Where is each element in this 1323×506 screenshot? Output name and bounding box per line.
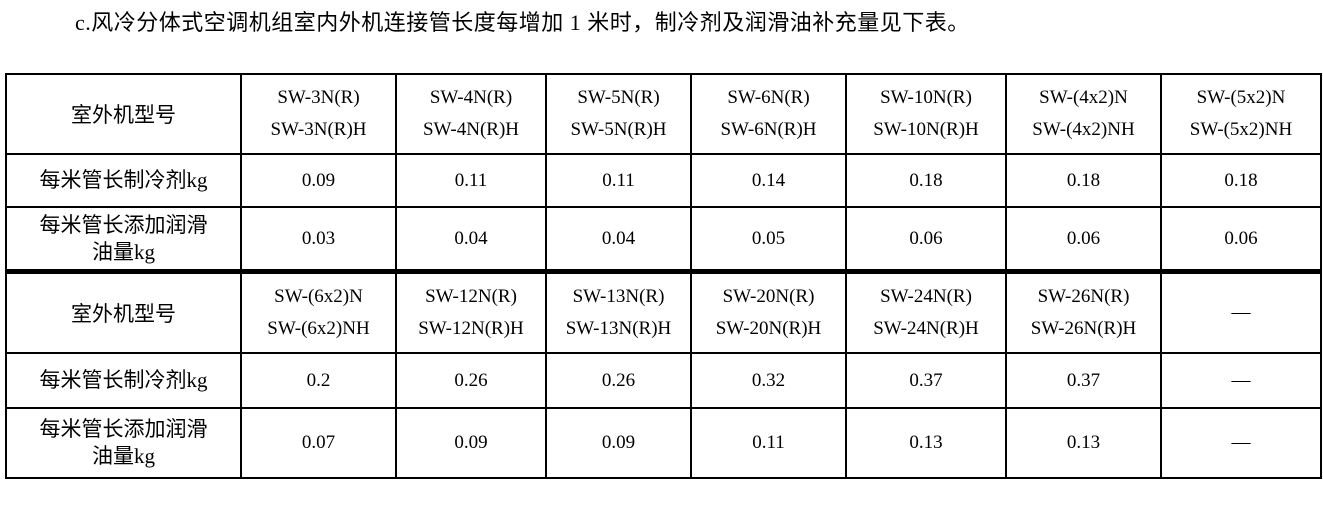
model-line: SW-5N(R)H xyxy=(570,119,667,140)
model-cell: SW-4N(R) SW-4N(R)H xyxy=(395,73,547,155)
model-cell: SW-24N(R) SW-24N(R)H xyxy=(845,270,1007,354)
table-row-refrigerant-1: 每米管长制冷剂kg 0.09 0.11 0.11 0.14 0.18 0.18 … xyxy=(5,153,1322,208)
model-cell: SW-5N(R) SW-5N(R)H xyxy=(545,73,692,155)
value-cell: 0.06 xyxy=(1005,206,1162,274)
value-cell: 0.37 xyxy=(1005,352,1162,409)
table-row-header-2: 室外机型号 SW-(6x2)N SW-(6x2)NH SW-12N(R) SW-… xyxy=(5,270,1322,354)
model-cell: SW-20N(R) SW-20N(R)H xyxy=(690,270,847,354)
model-line: SW-6N(R)H xyxy=(720,119,817,140)
value-cell: 0.18 xyxy=(845,153,1007,208)
model-cell: SW-13N(R) SW-13N(R)H xyxy=(545,270,692,354)
value-cell: 0.32 xyxy=(690,352,847,409)
refrigerant-oil-supplement-table: 室外机型号 SW-3N(R) SW-3N(R)H SW-4N(R) SW-4N(… xyxy=(5,73,1322,479)
model-line: SW-6N(R) xyxy=(727,87,810,108)
document-page: c.风冷分体式空调机组室内外机连接管长度每增加 1 米时，制冷剂及润滑油补充量见… xyxy=(0,8,1323,479)
row-header-refrigerant: 每米管长制冷剂kg xyxy=(5,352,242,409)
model-cell: SW-26N(R) SW-26N(R)H xyxy=(1005,270,1162,354)
model-line: SW-(5x2)NH xyxy=(1189,119,1293,140)
model-line: SW-13N(R)H xyxy=(565,318,672,339)
value-cell: 0.04 xyxy=(545,206,692,274)
model-line: SW-(4x2)N xyxy=(1039,87,1128,108)
table-row-oil-1: 每米管长添加润滑油量kg 0.03 0.04 0.04 0.05 0.06 0.… xyxy=(5,206,1322,274)
value-cell: 0.07 xyxy=(240,407,397,479)
model-line: SW-10N(R)H xyxy=(873,119,979,140)
value-cell: 0.18 xyxy=(1005,153,1162,208)
value-cell: 0.11 xyxy=(690,407,847,479)
model-line: SW-4N(R)H xyxy=(422,119,520,140)
model-line: SW-3N(R)H xyxy=(270,119,367,140)
model-cell-empty: — xyxy=(1160,270,1322,354)
model-cell: SW-(4x2)N SW-(4x2)NH xyxy=(1005,73,1162,155)
model-cell: SW-12N(R) SW-12N(R)H xyxy=(395,270,547,354)
value-cell: 0.09 xyxy=(545,407,692,479)
table-row-oil-2: 每米管长添加润滑油量kg 0.07 0.09 0.09 0.11 0.13 0.… xyxy=(5,407,1322,479)
value-cell: 0.11 xyxy=(395,153,547,208)
value-cell: 0.2 xyxy=(240,352,397,409)
model-line: SW-(6x2)N xyxy=(274,286,363,307)
row-header-outdoor-model: 室外机型号 xyxy=(5,73,242,155)
model-cell: SW-3N(R) SW-3N(R)H xyxy=(240,73,397,155)
model-line: SW-26N(R)H xyxy=(1030,318,1137,339)
model-line: SW-20N(R)H xyxy=(715,318,822,339)
value-cell: 0.03 xyxy=(240,206,397,274)
model-cell: SW-(6x2)N SW-(6x2)NH xyxy=(240,270,397,354)
value-cell: 0.09 xyxy=(395,407,547,479)
row-header-oil: 每米管长添加润滑油量kg xyxy=(5,407,242,479)
value-cell: 0.14 xyxy=(690,153,847,208)
table-row-refrigerant-2: 每米管长制冷剂kg 0.2 0.26 0.26 0.32 0.37 0.37 — xyxy=(5,352,1322,409)
value-cell: 0.13 xyxy=(1005,407,1162,479)
table-row-header-1: 室外机型号 SW-3N(R) SW-3N(R)H SW-4N(R) SW-4N(… xyxy=(5,73,1322,155)
model-cell: SW-(5x2)N SW-(5x2)NH xyxy=(1160,73,1322,155)
value-cell: 0.11 xyxy=(545,153,692,208)
model-line: — xyxy=(1231,302,1251,323)
caption-text: c.风冷分体式空调机组室内外机连接管长度每增加 1 米时，制冷剂及润滑油补充量见… xyxy=(75,10,970,35)
value-cell: 0.26 xyxy=(545,352,692,409)
model-line: SW-26N(R) xyxy=(1037,286,1130,307)
model-line: SW-(4x2)NH xyxy=(1032,119,1135,140)
value-cell: 0.04 xyxy=(395,206,547,274)
value-cell: 0.06 xyxy=(845,206,1007,274)
value-cell: 0.37 xyxy=(845,352,1007,409)
value-cell: — xyxy=(1160,352,1322,409)
value-cell: 0.18 xyxy=(1160,153,1322,208)
model-line: SW-3N(R) xyxy=(277,87,360,108)
model-cell: SW-6N(R) SW-6N(R)H xyxy=(690,73,847,155)
value-cell: 0.09 xyxy=(240,153,397,208)
row-header-refrigerant: 每米管长制冷剂kg xyxy=(5,153,242,208)
value-cell: 0.05 xyxy=(690,206,847,274)
value-cell: 0.13 xyxy=(845,407,1007,479)
value-cell: — xyxy=(1160,407,1322,479)
model-line: SW-(6x2)NH xyxy=(267,318,370,339)
row-header-oil: 每米管长添加润滑油量kg xyxy=(5,206,242,274)
model-cell: SW-10N(R) SW-10N(R)H xyxy=(845,73,1007,155)
model-line: SW-10N(R) xyxy=(880,87,972,108)
model-line: SW-13N(R) xyxy=(572,286,665,307)
row-header-outdoor-model: 室外机型号 xyxy=(5,270,242,354)
model-line: SW-20N(R) xyxy=(722,286,815,307)
value-cell: 0.06 xyxy=(1160,206,1322,274)
model-line: SW-5N(R) xyxy=(577,87,660,108)
model-line: SW-12N(R)H xyxy=(418,318,524,339)
model-line: SW-4N(R) xyxy=(429,87,513,108)
value-cell: 0.26 xyxy=(395,352,547,409)
model-line: SW-(5x2)N xyxy=(1196,87,1286,108)
model-line: SW-24N(R)H xyxy=(873,318,979,339)
model-line: SW-12N(R) xyxy=(425,286,517,307)
model-line: SW-24N(R) xyxy=(880,286,972,307)
